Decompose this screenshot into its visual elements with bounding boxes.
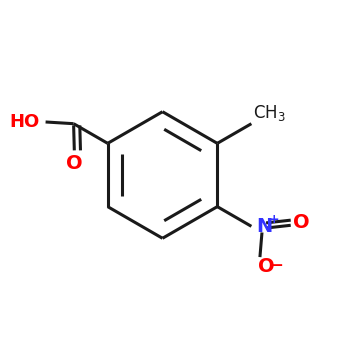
Text: O: O [293, 214, 310, 232]
Text: O: O [258, 257, 275, 276]
Text: −: − [270, 258, 283, 273]
Text: CH$_3$: CH$_3$ [253, 103, 286, 122]
Text: O: O [66, 154, 83, 174]
Text: HO: HO [9, 113, 40, 131]
Text: +: + [268, 213, 279, 226]
Text: N: N [256, 217, 272, 236]
